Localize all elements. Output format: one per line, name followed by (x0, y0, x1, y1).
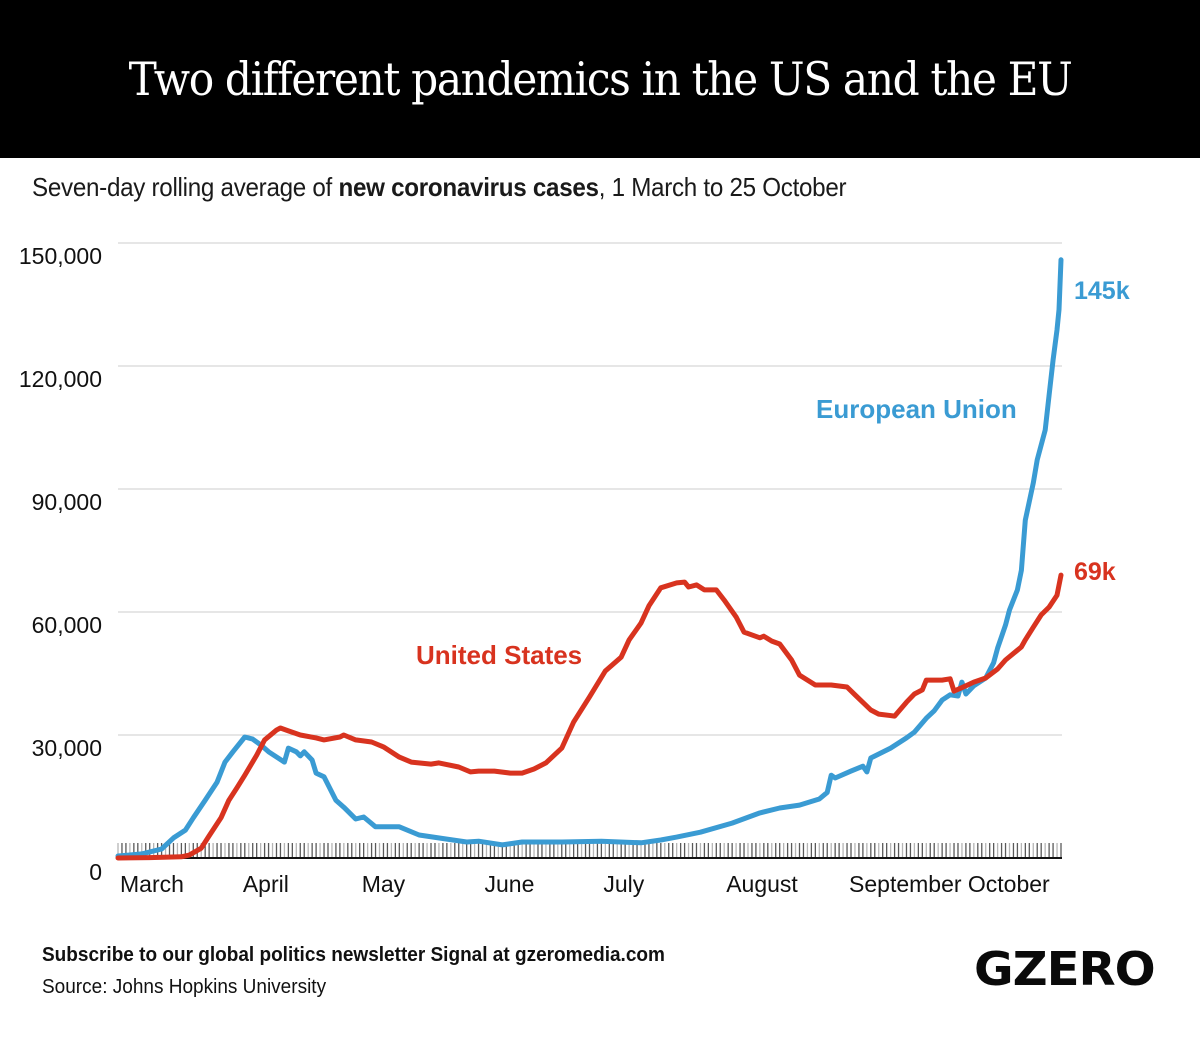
y-tick-label: 120,000 (19, 366, 102, 392)
subtitle-pre: Seven-day rolling average of (32, 172, 339, 202)
end-label-european-union: 145k (1074, 277, 1130, 305)
source-note: Source: Johns Hopkins University (42, 976, 327, 998)
y-tick-label: 150,000 (19, 243, 102, 269)
title-bar: Two different pandemics in the US and th… (0, 0, 1200, 158)
x-tick-label: July (603, 871, 644, 897)
x-tick-label: March (120, 871, 184, 897)
y-tick-label: 0 (89, 859, 102, 885)
x-tick-label: October (968, 871, 1050, 897)
series-line-united-states (115, 572, 1064, 861)
day-tick-band (117, 843, 1062, 857)
series-lines (115, 257, 1064, 861)
x-tick-label: May (362, 871, 406, 897)
y-axis-labels: 0 30,000 60,000 90,000 120,000 150,000 (19, 243, 102, 885)
gzero-logo: GZERO (974, 942, 1156, 996)
series-label-european-union: European Union (816, 394, 1017, 424)
subtitle-post: , 1 March to 25 October (598, 172, 847, 202)
end-label-united-states: 69k (1074, 558, 1116, 586)
y-tick-label: 90,000 (32, 489, 102, 515)
y-tick-label: 30,000 (32, 735, 102, 761)
chart-subtitle: Seven-day rolling average of new coronav… (32, 172, 847, 203)
chart-title: Two different pandemics in the US and th… (128, 52, 1073, 106)
subtitle-bold: new coronavirus cases (338, 172, 599, 202)
x-tick-label: September (849, 871, 962, 897)
gridlines (118, 242, 1062, 736)
x-tick-label: June (485, 871, 535, 897)
x-tick-label: August (726, 871, 798, 897)
x-axis-labels: March April May June July August September Octo… (120, 871, 1050, 897)
series-label-united-states: United States (416, 640, 582, 670)
newsletter-cta: Subscribe to our global politics newslet… (42, 944, 665, 966)
y-tick-label: 60,000 (32, 612, 102, 638)
series-line-european-union (115, 257, 1064, 859)
x-tick-label: April (243, 871, 289, 897)
